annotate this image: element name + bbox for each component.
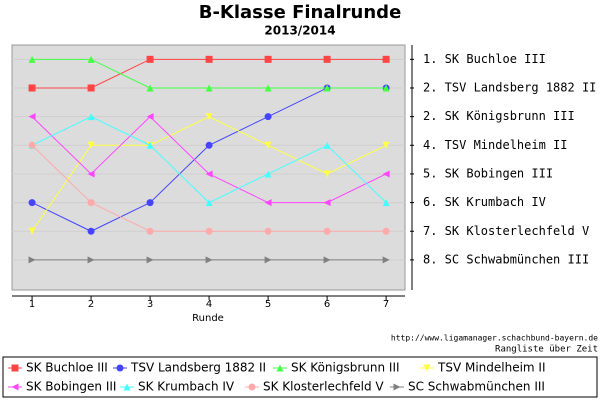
legend-label: SK Klosterlechfeld V [263, 380, 384, 394]
legend-marker [11, 364, 19, 372]
point-marker [146, 199, 154, 207]
source: http://www.ligamanager.schachbund-bayern… [391, 334, 598, 343]
point-marker [28, 55, 36, 63]
point-marker [323, 141, 331, 149]
point-marker [382, 227, 390, 235]
point-marker [28, 256, 36, 264]
point-marker [382, 256, 390, 264]
legend-marker [116, 364, 124, 372]
legend-label: SK Krumbach IV [138, 380, 235, 394]
x-tick-label: 6 [324, 299, 330, 310]
legend-marker [123, 383, 131, 391]
point-marker [382, 141, 390, 149]
point-marker [382, 55, 390, 63]
point-marker [146, 256, 154, 264]
x-tick-label: 7 [383, 299, 389, 310]
point-marker [264, 84, 272, 92]
legend-marker [276, 364, 284, 372]
legend-label: SK Königsbrunn III [291, 361, 400, 375]
point-marker [28, 141, 36, 149]
point-marker [205, 113, 213, 121]
chart-title: B-Klasse Finalrunde [199, 2, 402, 23]
point-marker [146, 141, 154, 149]
legend-label: TSV Landsberg 1882 II [130, 361, 266, 375]
point-marker [264, 55, 272, 63]
legend-marker [393, 383, 401, 391]
point-marker [146, 84, 154, 92]
plot-area [11, 44, 406, 291]
legend-label: SC Schwabmünchen III [408, 380, 545, 394]
point-marker [28, 84, 36, 92]
x-tick-label: 5 [265, 299, 271, 310]
point-marker [382, 199, 390, 207]
y-tick-label: 4. TSV Mindelheim II [423, 138, 568, 152]
y-tick-label: 1. SK Buchloe III [423, 52, 546, 66]
legend-marker [248, 383, 256, 391]
point-marker [323, 170, 331, 178]
legend-label: SK Bobingen III [26, 380, 116, 394]
point-marker [205, 227, 213, 235]
point-marker [205, 199, 213, 207]
legend-box [2, 356, 598, 398]
y-tick-label: 6. SK Krumbach IV [423, 195, 546, 209]
chart-subtitle: 2013/2014 [264, 24, 335, 38]
legend-marker [11, 383, 19, 391]
point-marker [87, 141, 95, 149]
point-marker [323, 84, 331, 92]
point-marker [382, 170, 390, 178]
point-marker [264, 170, 272, 178]
point-marker [205, 55, 213, 63]
point-marker [382, 84, 390, 92]
point-marker [205, 170, 213, 178]
point-marker [264, 227, 272, 235]
point-marker [146, 55, 154, 63]
legend-marker [423, 364, 431, 372]
point-marker [323, 227, 331, 235]
x-axis-label: Runde [192, 313, 224, 324]
note: Rangliste über Zeit [495, 345, 598, 355]
point-marker [87, 84, 95, 92]
point-marker [87, 55, 95, 63]
x-tick-label: 3 [147, 299, 153, 310]
point-marker [146, 113, 154, 121]
point-marker [205, 256, 213, 264]
y-tick-label: 8. SC Schwabmünchen III [423, 252, 589, 266]
y-tick-label: 7. SK Klosterlechfeld V [423, 224, 589, 238]
y-tick-label: 2. SK Königsbrunn III [423, 109, 575, 123]
point-marker [264, 141, 272, 149]
point-marker [205, 141, 213, 149]
point-marker [87, 227, 95, 235]
point-marker [264, 113, 272, 121]
point-marker [87, 113, 95, 121]
x-tick-label: 4 [206, 299, 212, 310]
x-tick-label: 2 [88, 299, 94, 310]
point-marker [87, 170, 95, 178]
point-marker [146, 227, 154, 235]
x-tick-label: 1 [29, 299, 35, 310]
point-marker [323, 256, 331, 264]
legend-label: SK Buchloe III [26, 361, 108, 375]
point-marker [87, 256, 95, 264]
y-tick-label: 5. SK Bobingen III [423, 166, 553, 180]
point-marker [323, 55, 331, 63]
point-marker [28, 199, 36, 207]
y-tick-label: 2. TSV Landsberg 1882 II [423, 80, 596, 94]
point-marker [205, 84, 213, 92]
point-marker [28, 113, 36, 121]
point-marker [28, 227, 36, 235]
point-marker [264, 199, 272, 207]
point-marker [87, 199, 95, 207]
point-marker [323, 199, 331, 207]
point-marker [264, 256, 272, 264]
legend-label: TSV Mindelheim II [437, 361, 546, 375]
